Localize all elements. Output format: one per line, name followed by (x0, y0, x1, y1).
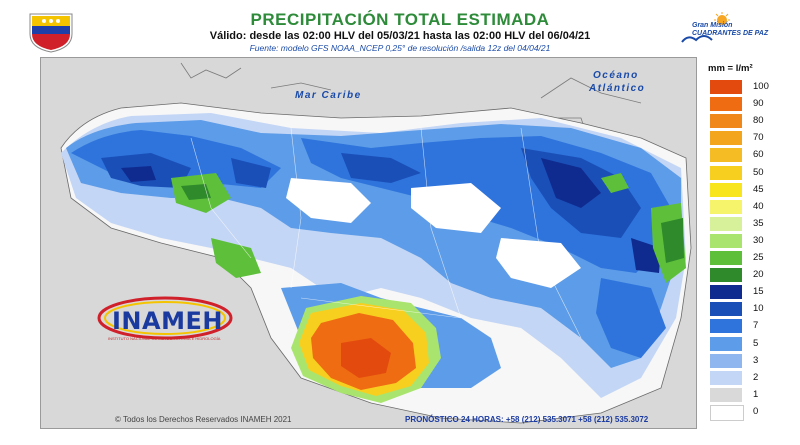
legend-item: 1 (710, 387, 800, 406)
legend-label: 30 (753, 234, 764, 246)
inameh-logo-text: INAMEH (112, 307, 223, 335)
legend-swatch (710, 268, 742, 283)
legend-label: 3 (753, 354, 759, 366)
legend-label: 0 (753, 405, 759, 417)
legend-swatch (710, 199, 742, 214)
legend-item: 10 (710, 302, 800, 320)
cuadrantes-de-paz-text: Gran Misión CUADRANTES DE PAZ (692, 22, 769, 37)
legend-item: 15 (710, 285, 800, 303)
legend-label: 60 (753, 149, 764, 161)
legend-label: 90 (753, 98, 764, 110)
legend-item: 50 (710, 165, 800, 184)
legend-swatch (710, 353, 742, 368)
legend-item: 40 (710, 199, 800, 218)
legend-label: 40 (753, 200, 764, 212)
legend-item: 60 (710, 148, 800, 166)
legend-item: 80 (710, 114, 800, 132)
rain-core-dark (341, 338, 391, 378)
legend-label: 15 (753, 286, 764, 298)
legend-label: 35 (753, 217, 764, 229)
map-title: PRECIPITACIÓN TOTAL ESTIMADA (250, 10, 550, 29)
legend-item: 2 (710, 370, 800, 389)
inameh-logo-swoosh (97, 296, 233, 340)
legend-label: 20 (753, 269, 764, 281)
legend-swatch (710, 319, 742, 334)
ocean-label-line-1: Océano (593, 70, 639, 81)
legend-swatch (710, 285, 742, 300)
legend-label: 100 (753, 81, 769, 92)
legend-label: 7 (753, 320, 759, 332)
legend-unit: mm = l/m² (708, 63, 753, 74)
legend-swatch (710, 148, 742, 163)
legend-swatch (710, 387, 742, 402)
legend-label: 5 (753, 337, 759, 349)
legend-item: 70 (710, 131, 800, 149)
legend-label: 45 (753, 183, 764, 195)
legend-label: 10 (753, 303, 764, 315)
ocean-label-line-2: Atlántico (589, 83, 646, 94)
legend-swatch (710, 80, 742, 94)
precipitation-map: Mar Caribe Océano Atlántico (40, 57, 697, 429)
data-source: Fuente: modelo GFS NOAA_NCEP 0,25° de re… (249, 43, 551, 53)
legend-swatch (710, 404, 744, 421)
validity-period: Válido: desde las 02:00 HLV del 05/03/21… (209, 30, 591, 42)
legend-label: 2 (753, 371, 759, 383)
legend-item: 100 (710, 80, 800, 98)
cuadrantes-de-paz-logo (681, 12, 730, 43)
legend-swatch (710, 165, 742, 180)
inameh-logo-subtitle: INSTITUTO NACIONAL DE METEOROLOGÍA E HID… (108, 336, 221, 341)
legend-item: 5 (710, 336, 800, 355)
legend-swatch (710, 336, 742, 351)
legend-label: 80 (753, 115, 764, 127)
legend-label: 70 (753, 132, 764, 144)
legend-swatch (710, 216, 742, 231)
legend-item: 35 (710, 216, 800, 235)
legend-item: 7 (710, 319, 800, 337)
legend-label: 1 (753, 388, 759, 400)
legend-item: 3 (710, 353, 800, 372)
forecast-phone-text: PRONÓSTICO 24 HORAS: +58 (212) 535.3071 … (405, 415, 649, 424)
legend-swatch (710, 97, 742, 112)
legend-item: 0 (710, 404, 800, 423)
legend-item: 25 (710, 251, 800, 269)
legend-swatch (710, 370, 742, 385)
legend-item: 20 (710, 268, 800, 286)
legend-label: 25 (753, 252, 764, 263)
copyright-text: © Todos los Derechos Reservados INAMEH 2… (115, 415, 292, 424)
legend-label: 50 (753, 166, 764, 178)
header: PRECIPITACIÓN TOTAL ESTIMADA Válido: des… (0, 0, 800, 55)
legend-swatch (710, 131, 742, 146)
sea-label-caribbean: Mar Caribe (295, 90, 362, 101)
legend-item: 30 (710, 233, 800, 252)
legend-swatch (710, 114, 742, 129)
precipitation-field (41, 58, 696, 428)
legend-item: 90 (710, 97, 800, 115)
legend-swatch (710, 251, 742, 265)
legend-swatch (710, 302, 742, 317)
legend-swatch (710, 233, 742, 248)
legend-item: 45 (710, 182, 800, 201)
legend-swatch (710, 182, 742, 197)
venezuela-coat-of-arms-logo (29, 13, 73, 53)
